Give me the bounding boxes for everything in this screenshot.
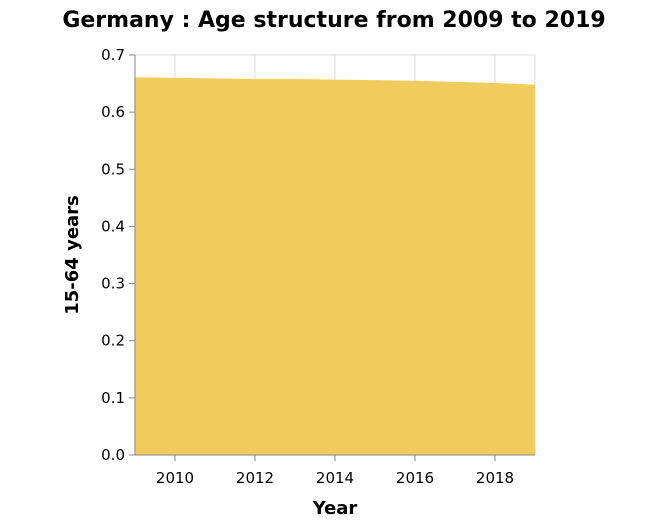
y-axis-title: 15-64 years	[62, 195, 83, 315]
y-tick-label: 0.4	[101, 217, 125, 235]
x-tick-label: 2018	[476, 469, 514, 487]
chart-title: Germany : Age structure from 2009 to 201…	[62, 8, 606, 33]
x-tick-label: 2014	[316, 469, 354, 487]
x-tick-label: 2012	[236, 469, 274, 487]
y-tick-label: 0.3	[101, 275, 125, 293]
y-tick-label: 0.2	[101, 332, 125, 350]
y-tick-label: 0.7	[101, 46, 125, 64]
x-tick-label: 2010	[156, 469, 194, 487]
area-series	[135, 77, 535, 456]
y-tick-label: 0.0	[101, 446, 125, 464]
x-tick-label: 2016	[396, 469, 434, 487]
y-axis-ticks: 0.0 0.1 0.2 0.3 0.4 0.5 0.6 0.7	[101, 46, 135, 464]
y-tick-label: 0.5	[101, 160, 125, 178]
x-axis-ticks: 2010 2012 2014 2016 2018	[156, 455, 514, 487]
y-tick-label: 0.1	[101, 389, 125, 407]
x-axis-title: Year	[312, 498, 358, 519]
y-tick-label: 0.6	[101, 103, 125, 121]
